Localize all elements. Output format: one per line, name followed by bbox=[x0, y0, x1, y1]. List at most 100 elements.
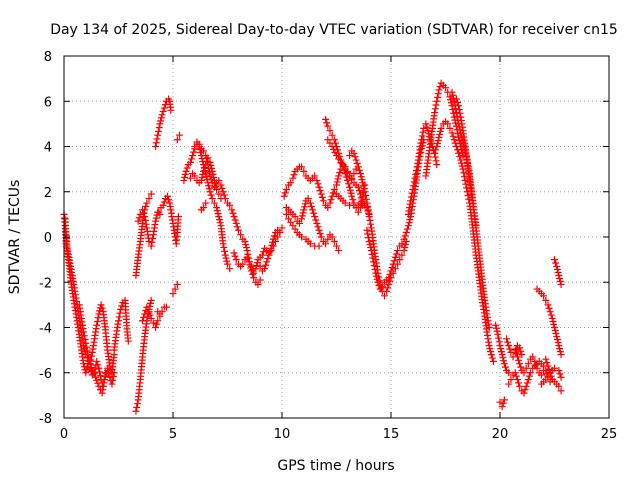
data-point-marker bbox=[232, 256, 240, 264]
data-point-marker bbox=[385, 274, 393, 282]
data-point-marker bbox=[204, 161, 212, 169]
data-point-marker bbox=[455, 149, 463, 157]
data-point-marker bbox=[85, 357, 93, 365]
data-point-marker bbox=[544, 362, 552, 370]
data-point-marker bbox=[436, 130, 444, 138]
data-point-marker bbox=[555, 271, 563, 279]
data-point-marker bbox=[431, 153, 439, 161]
data-point-marker bbox=[247, 262, 255, 270]
data-point-marker bbox=[434, 90, 442, 98]
data-point-marker bbox=[180, 176, 188, 184]
data-point-marker bbox=[551, 256, 558, 264]
data-point-marker bbox=[555, 342, 563, 350]
data-point-marker bbox=[215, 176, 223, 184]
data-point-marker bbox=[334, 175, 342, 183]
data-point-marker bbox=[434, 136, 442, 144]
data-point-marker bbox=[191, 172, 199, 180]
data-point-marker bbox=[513, 376, 521, 384]
data-point-marker bbox=[115, 313, 123, 321]
data-point-marker bbox=[93, 357, 101, 365]
data-point-marker bbox=[311, 172, 319, 180]
data-point-marker bbox=[449, 91, 457, 99]
data-point-marker bbox=[556, 274, 564, 282]
data-point-marker bbox=[433, 97, 441, 105]
data-point-marker bbox=[354, 183, 362, 191]
data-point-marker bbox=[500, 357, 508, 365]
data-point-marker bbox=[299, 209, 307, 217]
data-point-marker bbox=[456, 109, 464, 117]
data-point-marker bbox=[525, 372, 533, 380]
data-point-marker bbox=[197, 176, 205, 184]
data-point-marker bbox=[147, 314, 155, 322]
data-point-marker bbox=[360, 185, 368, 193]
data-point-marker bbox=[370, 258, 378, 266]
data-point-marker bbox=[367, 220, 375, 228]
data-point-marker bbox=[410, 178, 418, 186]
data-point-marker bbox=[550, 320, 558, 328]
data-point-marker bbox=[520, 369, 528, 377]
data-point-marker bbox=[356, 170, 364, 178]
data-point-marker bbox=[450, 136, 458, 144]
data-point-marker bbox=[210, 199, 218, 207]
data-point-marker bbox=[553, 262, 561, 270]
data-point-marker bbox=[457, 159, 465, 167]
data-point-marker bbox=[253, 259, 261, 267]
data-point-marker bbox=[540, 366, 548, 374]
data-point-marker bbox=[249, 266, 257, 274]
data-point-marker bbox=[362, 192, 370, 200]
data-point-marker bbox=[448, 129, 456, 137]
data-point-marker bbox=[497, 345, 505, 353]
data-point-marker bbox=[402, 241, 410, 249]
data-point-marker bbox=[160, 104, 168, 112]
data-point-marker bbox=[406, 216, 414, 224]
data-point-marker bbox=[556, 370, 564, 378]
data-point-marker bbox=[435, 86, 443, 94]
data-point-marker bbox=[96, 368, 104, 376]
data-point-marker bbox=[156, 120, 164, 128]
data-point-marker bbox=[298, 163, 306, 171]
data-point-marker bbox=[350, 170, 358, 178]
data-point-marker bbox=[173, 281, 181, 289]
data-point-marker bbox=[215, 190, 223, 198]
data-point-marker bbox=[318, 193, 326, 201]
data-point-marker bbox=[358, 198, 366, 206]
data-point-marker bbox=[317, 190, 325, 198]
data-point-marker bbox=[213, 207, 221, 215]
data-point-marker bbox=[404, 222, 412, 230]
data-point-marker bbox=[412, 167, 420, 175]
data-point-marker bbox=[93, 321, 101, 329]
data-point-marker bbox=[342, 173, 350, 181]
data-point-marker bbox=[154, 127, 162, 135]
data-point-marker bbox=[373, 275, 381, 283]
data-point-marker bbox=[218, 184, 226, 192]
data-point-marker bbox=[512, 372, 520, 380]
data-point-marker bbox=[391, 265, 399, 273]
data-point-marker bbox=[190, 148, 198, 156]
data-point-marker bbox=[282, 210, 290, 218]
data-point-marker bbox=[256, 262, 264, 270]
data-point-marker bbox=[221, 247, 229, 255]
data-point-marker bbox=[418, 136, 426, 144]
data-point-marker bbox=[512, 350, 520, 358]
data-point-marker bbox=[386, 270, 394, 278]
data-point-marker bbox=[214, 210, 222, 218]
data-point-marker bbox=[452, 143, 460, 150]
data-point-marker bbox=[520, 389, 528, 397]
series-trace-ao bbox=[551, 256, 565, 289]
data-point-marker bbox=[231, 252, 239, 260]
series-trace-l bbox=[169, 281, 181, 298]
data-point-marker bbox=[328, 143, 336, 150]
series-trace-ah bbox=[492, 321, 513, 377]
data-point-marker bbox=[362, 195, 370, 203]
data-point-marker bbox=[195, 140, 203, 148]
data-point-marker bbox=[316, 230, 324, 238]
data-point-marker bbox=[152, 143, 160, 150]
data-point-marker bbox=[412, 170, 420, 178]
data-point-marker bbox=[433, 161, 441, 169]
data-point-marker bbox=[205, 182, 213, 190]
data-point-marker bbox=[458, 162, 466, 170]
data-point-marker bbox=[333, 178, 341, 186]
data-point-marker bbox=[358, 176, 366, 184]
data-point-marker bbox=[270, 232, 278, 240]
data-point-marker bbox=[162, 303, 170, 311]
